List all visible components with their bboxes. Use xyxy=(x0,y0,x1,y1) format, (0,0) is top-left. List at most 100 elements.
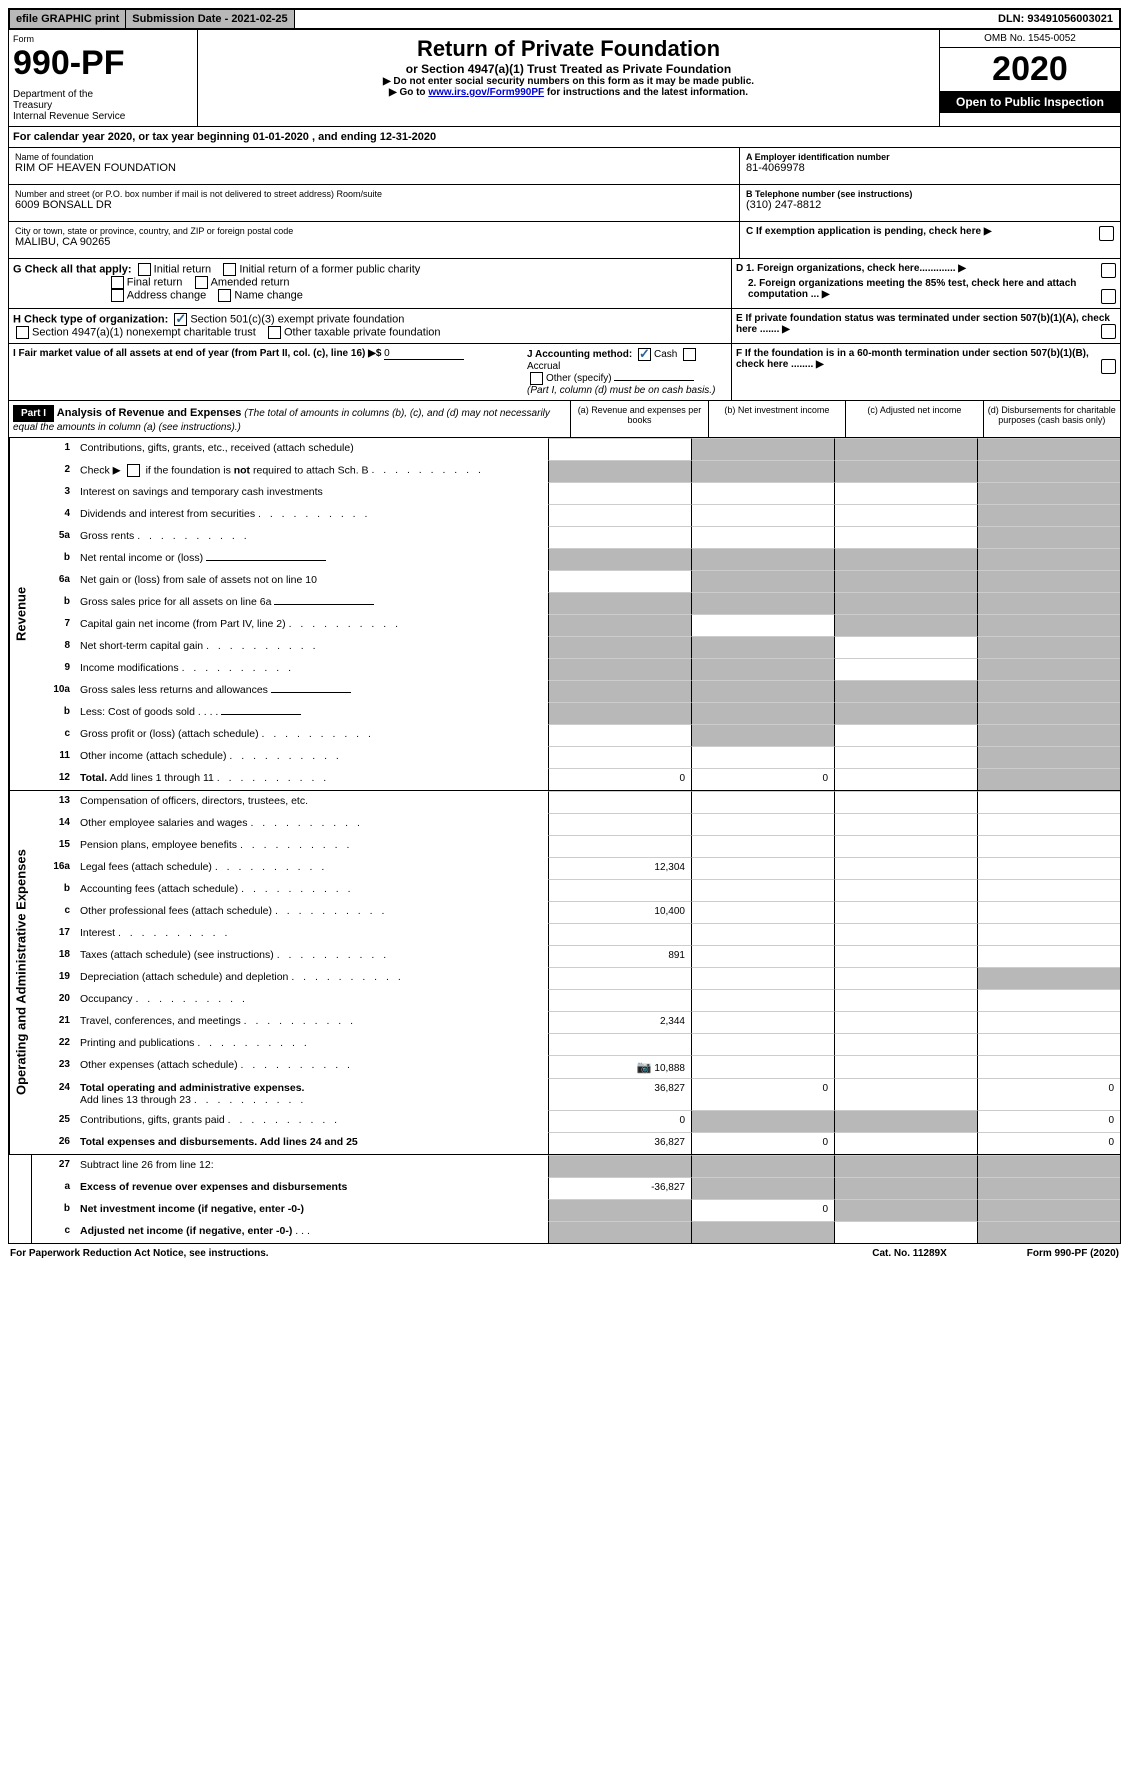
revenue-label: Revenue xyxy=(9,438,32,790)
val-26a: 36,827 xyxy=(548,1132,691,1154)
expenses-section: Operating and Administrative Expenses 13… xyxy=(8,791,1121,1155)
g-opt-3: Amended return xyxy=(211,276,290,288)
h-other-taxable[interactable] xyxy=(268,326,281,339)
part1-header: Part I Analysis of Revenue and Expenses … xyxy=(8,401,1121,438)
g-amended[interactable] xyxy=(195,276,208,289)
e-checkbox[interactable] xyxy=(1101,324,1116,339)
line27-section: 27Subtract line 26 from line 12: aExcess… xyxy=(8,1155,1121,1244)
line-5a: Gross rents xyxy=(74,526,548,548)
h-e-row: H Check type of organization: Section 50… xyxy=(8,309,1121,344)
g-final-return[interactable] xyxy=(111,276,124,289)
ein-cell: A Employer identification number 81-4069… xyxy=(740,148,1120,185)
g-opt-4: Address change xyxy=(127,289,207,301)
line-19: Depreciation (attach schedule) and deple… xyxy=(74,967,548,989)
val-27a: -36,827 xyxy=(548,1177,691,1199)
instruction-2: ▶ Go to www.irs.gov/Form990PF for instru… xyxy=(204,87,933,98)
val-25d: 0 xyxy=(977,1110,1120,1132)
j-cash[interactable] xyxy=(638,348,651,361)
part1-label-cell: Part I Analysis of Revenue and Expenses … xyxy=(9,401,570,437)
irs-link[interactable]: www.irs.gov/Form990PF xyxy=(428,87,544,98)
col-b-head: (b) Net investment income xyxy=(708,401,845,437)
d2-checkbox[interactable] xyxy=(1101,289,1116,304)
j-section: J Accounting method: Cash Accrual Other … xyxy=(523,344,731,400)
form-subtitle: or Section 4947(a)(1) Trust Treated as P… xyxy=(204,62,933,76)
h-501c3[interactable] xyxy=(174,313,187,326)
val-16a: 12,304 xyxy=(548,857,691,879)
g-opt-2: Final return xyxy=(127,276,183,288)
camera-icon[interactable]: 📷 xyxy=(637,1060,652,1074)
line2-checkbox[interactable] xyxy=(127,464,140,477)
city-cell: City or town, state or province, country… xyxy=(9,222,739,258)
address: 6009 BONSALL DR xyxy=(15,199,733,211)
f-label: F If the foundation is in a 60-month ter… xyxy=(736,348,1089,370)
val-12a: 0 xyxy=(548,768,691,790)
line-24: Total operating and administrative expen… xyxy=(74,1078,548,1110)
line-17: Interest xyxy=(74,923,548,945)
val-23: 📷 10,888 xyxy=(548,1055,691,1078)
form-header: Form 990-PF Department of theTreasuryInt… xyxy=(8,30,1121,127)
val-25a: 0 xyxy=(548,1110,691,1132)
line-27a: Excess of revenue over expenses and disb… xyxy=(74,1177,548,1199)
revenue-section: Revenue 1Contributions, gifts, grants, e… xyxy=(8,438,1121,791)
c-checkbox[interactable] xyxy=(1099,226,1114,241)
header-right: OMB No. 1545-0052 2020 Open to Public In… xyxy=(939,30,1120,126)
address-cell: Number and street (or P.O. box number if… xyxy=(9,185,739,222)
foundation-name: RIM OF HEAVEN FOUNDATION xyxy=(15,162,733,174)
footer-right: Form 990-PF (2020) xyxy=(1027,1248,1119,1259)
ein-label: A Employer identification number xyxy=(746,152,1114,162)
j-label: J Accounting method: xyxy=(527,349,632,360)
val-24b: 0 xyxy=(691,1078,834,1110)
h-section: H Check type of organization: Section 50… xyxy=(9,309,731,343)
form-title: Return of Private Foundation xyxy=(204,36,933,62)
city: MALIBU, CA 90265 xyxy=(15,236,733,248)
line-1: Contributions, gifts, grants, etc., rece… xyxy=(74,438,548,460)
line-16c: Other professional fees (attach schedule… xyxy=(74,901,548,923)
part1-badge: Part I xyxy=(13,405,54,422)
f-checkbox[interactable] xyxy=(1101,359,1116,374)
g-initial-return[interactable] xyxy=(138,263,151,276)
line-8: Net short-term capital gain xyxy=(74,636,548,658)
h-opt1: Section 501(c)(3) exempt private foundat… xyxy=(190,313,404,325)
form-number: 990-PF xyxy=(13,44,193,83)
tel-label: B Telephone number (see instructions) xyxy=(746,189,1114,199)
footer-mid: Cat. No. 11289X xyxy=(872,1248,946,1259)
g-address-change[interactable] xyxy=(111,289,124,302)
c-cell: C If exemption application is pending, c… xyxy=(740,222,1120,258)
d1-checkbox[interactable] xyxy=(1101,263,1116,278)
j-accrual[interactable] xyxy=(683,348,696,361)
val-24d: 0 xyxy=(977,1078,1120,1110)
j-other[interactable] xyxy=(530,372,543,385)
open-public: Open to Public Inspection xyxy=(940,91,1120,113)
val-16c: 10,400 xyxy=(548,901,691,923)
j-other-label: Other (specify) xyxy=(546,373,612,384)
line-11: Other income (attach schedule) xyxy=(74,746,548,768)
line-27: Subtract line 26 from line 12: xyxy=(74,1155,548,1177)
g-name-change[interactable] xyxy=(218,289,231,302)
g-label: G Check all that apply: xyxy=(13,263,132,275)
line-7: Capital gain net income (from Part IV, l… xyxy=(74,614,548,636)
line-23: Other expenses (attach schedule) xyxy=(74,1055,548,1078)
top-bar: efile GRAPHIC print Submission Date - 20… xyxy=(8,8,1121,30)
line-9: Income modifications xyxy=(74,658,548,680)
i-arrow: ▶$ xyxy=(368,348,381,359)
g-initial-former[interactable] xyxy=(223,263,236,276)
submission-date: Submission Date - 2021-02-25 xyxy=(126,10,294,28)
city-label: City or town, state or province, country… xyxy=(15,226,733,236)
val-27b: 0 xyxy=(691,1199,834,1221)
tax-year: 2020 xyxy=(940,48,1120,91)
addr-label: Number and street (or P.O. box number if… xyxy=(15,189,733,199)
line-14: Other employee salaries and wages xyxy=(74,813,548,835)
d2-label: 2. Foreign organizations meeting the 85%… xyxy=(748,278,1076,300)
h-opt3: Other taxable private foundation xyxy=(284,326,441,338)
line-18: Taxes (attach schedule) (see instruction… xyxy=(74,945,548,967)
line-10a: Gross sales less returns and allowances xyxy=(74,680,548,702)
line-4: Dividends and interest from securities xyxy=(74,504,548,526)
line-5b: Net rental income or (loss) xyxy=(74,548,548,570)
f-section: F If the foundation is in a 60-month ter… xyxy=(731,344,1120,400)
footer-left: For Paperwork Reduction Act Notice, see … xyxy=(10,1248,269,1259)
h-label: H Check type of organization: xyxy=(13,313,168,325)
h-4947[interactable] xyxy=(16,326,29,339)
line-16b: Accounting fees (attach schedule) xyxy=(74,879,548,901)
j-note: (Part I, column (d) must be on cash basi… xyxy=(527,385,715,396)
g-opt-5: Name change xyxy=(234,289,303,301)
